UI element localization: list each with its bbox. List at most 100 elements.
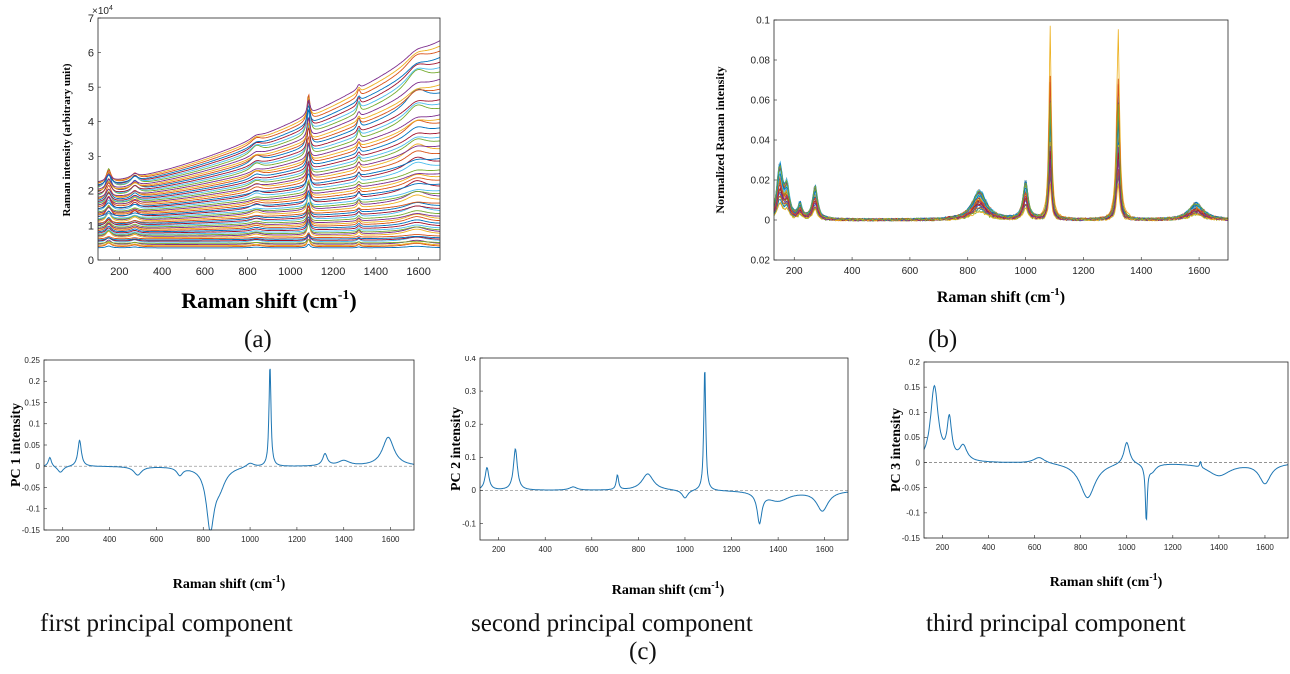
spectrum-line (97, 150, 441, 208)
spectrum-line (97, 222, 441, 236)
x-tick-label: 1600 (816, 545, 834, 554)
pc-line (479, 371, 849, 525)
spectrum-line (97, 45, 441, 183)
spectrum-line (97, 201, 440, 227)
pc-loading-line (923, 384, 1288, 521)
y-tick-label: 1 (88, 220, 94, 232)
x-tick-label: 200 (936, 543, 950, 552)
pc1-chart: 200 400 600 800 1000 1200 1400 1600 -0.15-0.1-0… (9, 356, 415, 592)
spectrum-line (97, 218, 440, 234)
spectrum-line (97, 56, 441, 186)
spectrum-line (98, 234, 440, 241)
x-tick-label: 1600 (382, 535, 400, 544)
y-tick-label: -0.15 (22, 526, 41, 535)
caption-a: (a) (244, 326, 272, 353)
pc-loading-line (43, 368, 414, 531)
axes-box (923, 361, 1289, 539)
x-tick-labels: 200 400 600 800 1000 1200 1400 1600 (56, 527, 400, 544)
x-axis-label: Raman shift (cm-1) (181, 288, 356, 313)
y-tick-label: 0 (472, 486, 477, 495)
spectra-lines (773, 25, 1229, 222)
spectrum-line (97, 99, 441, 194)
x-tick-label: 800 (632, 545, 646, 554)
x-tick-labels: 200 400 600 800 1000 1200 1400 1600 (492, 537, 834, 554)
spectrum-line (97, 118, 441, 199)
y-axis-label: PC 1 intensity (9, 403, 24, 487)
axes-box (43, 359, 415, 531)
spectrum-line (773, 183, 1229, 222)
y-tick-label: -0.05 (902, 484, 921, 493)
spectrum-line (97, 138, 441, 204)
spectrum-line (97, 209, 441, 230)
x-tick-labels: 200 400 600 800 1000 1200 1400 1600 (786, 257, 1211, 277)
x-tick-label: 800 (959, 266, 976, 277)
y-tick-label: -0.1 (26, 505, 40, 514)
caption-c3: third principal component (926, 610, 1186, 637)
y-axis-label: PC 3 intensity (889, 408, 904, 492)
spectrum-line (97, 173, 441, 214)
plot-area (480, 358, 848, 540)
y-tick-label: 0.08 (751, 56, 771, 67)
x-tick-label: 1000 (1118, 543, 1136, 552)
caption-c2: second principal component (471, 610, 753, 637)
y-axis-label: PC 2 intensity (449, 407, 464, 491)
spectrum-line (97, 136, 441, 203)
caption-c: (c) (629, 638, 657, 665)
x-tick-label: 200 (786, 266, 803, 277)
y-tick-label: 0.15 (904, 383, 920, 392)
y-tick-label: -0.1 (462, 519, 476, 528)
y-tick-label: 0 (88, 255, 94, 267)
spectrum-line (97, 145, 441, 206)
x-tick-label: 1000 (241, 535, 259, 544)
spectrum-line (97, 40, 441, 182)
x-tick-label: 400 (982, 543, 996, 552)
spectrum-line (97, 220, 441, 237)
y-tick-label: 0 (916, 458, 921, 467)
spectrum-line (97, 178, 440, 218)
spectrum-line (97, 238, 440, 247)
x-tick-label: 200 (56, 535, 70, 544)
spectrum-line (97, 88, 441, 193)
plot-area (774, 20, 1228, 260)
spectrum-line (97, 231, 440, 243)
y-tick-label: 0.25 (24, 356, 40, 365)
y-tick-label: 6 (88, 47, 94, 59)
y-tick-label: -0.1 (906, 509, 920, 518)
y-tick-label: 0 (36, 462, 41, 471)
x-tick-label: 600 (902, 266, 919, 277)
y-tick-label: 0.1 (909, 408, 921, 417)
spectrum-line (97, 222, 441, 238)
x-tick-label: 1200 (723, 545, 741, 554)
x-tick-label: 800 (238, 266, 256, 278)
x-tick-label: 1200 (288, 535, 306, 544)
x-tick-label: 600 (585, 545, 599, 554)
spectrum-line (98, 233, 440, 242)
spectrum-line (97, 158, 441, 209)
x-axis-label: Raman shift (cm-1) (612, 580, 725, 598)
spectrum-line (97, 88, 441, 192)
y-tick-labels: -0.15 -0.1 -0.05 0 0.05 0.1 0.15 0.2 (902, 358, 927, 543)
spectrum-line (97, 102, 441, 195)
pc3-chart: 200 400 600 800 1000 1200 1400 1600 -0.15-0.1-0… (889, 358, 1289, 590)
x-tick-label: 1000 (676, 545, 694, 554)
axes-box (97, 17, 441, 261)
x-tick-label: 400 (103, 535, 117, 544)
plot-area (44, 360, 414, 530)
raw-spectra-chart: 200 400 600 800 1000 1200 1400 1600 0 1 2 3 4 5 6 7 ×1… (61, 5, 441, 313)
x-tick-label: 1200 (1164, 543, 1182, 552)
y-tick-labels: -0.15 -0.1 -0.05 0 0.05 0.1 0.15 0.2 0.25 (22, 356, 47, 535)
y-tick-label: 0.1 (756, 16, 770, 27)
x-tick-label: 1400 (1210, 543, 1228, 552)
spectrum-line (97, 50, 441, 184)
spectrum-line (97, 189, 440, 219)
x-tick-label: 1600 (406, 266, 430, 278)
y-tick-label: 0.2 (909, 358, 921, 367)
x-tick-label: 1600 (1188, 266, 1211, 277)
spectra-lines (97, 40, 441, 249)
spectrum-line (97, 119, 441, 200)
x-tick-label: 1400 (364, 266, 388, 278)
x-tick-label: 1200 (321, 266, 345, 278)
spectrum-line (97, 61, 441, 186)
x-tick-label: 1600 (1256, 543, 1274, 552)
plot-area (98, 18, 440, 260)
